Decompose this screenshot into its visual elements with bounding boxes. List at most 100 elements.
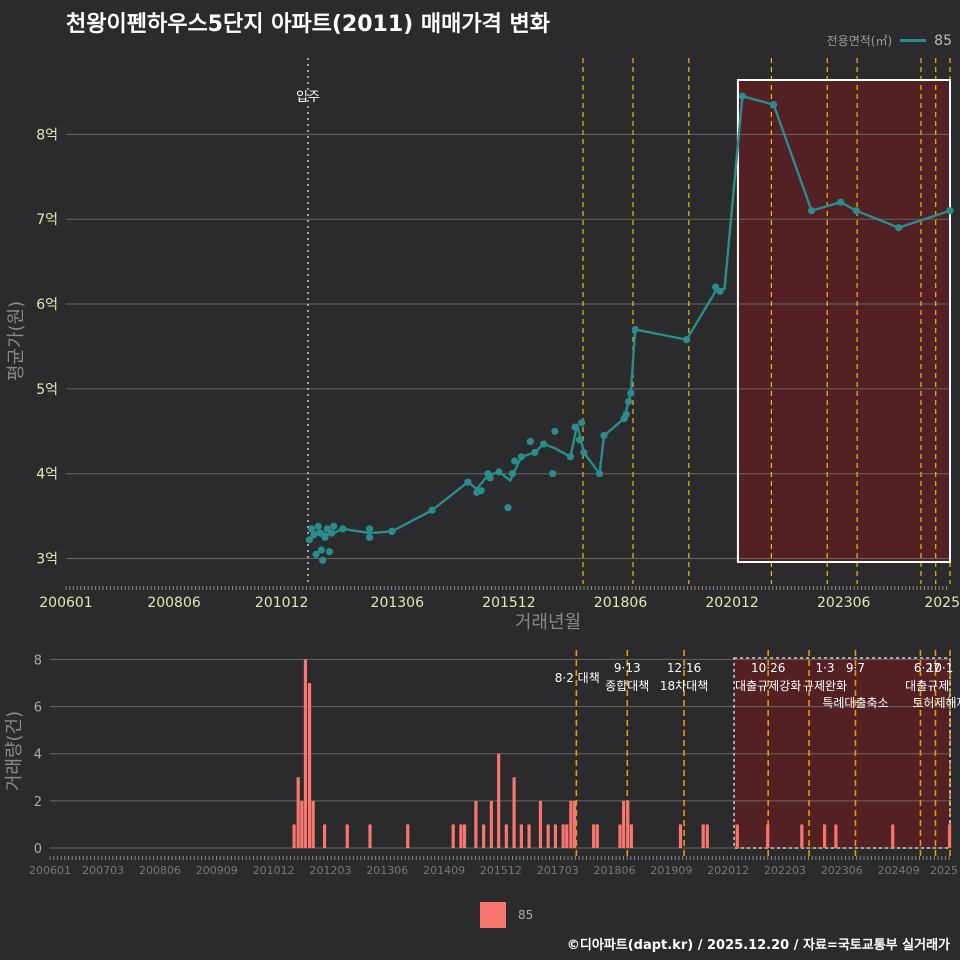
volume-bar: [735, 824, 739, 848]
price-point: [486, 474, 494, 482]
volume-bar: [834, 824, 838, 848]
y-axis-title: 평균가(원): [6, 301, 27, 381]
bar-x-tick-label: 201806: [594, 864, 636, 877]
volume-bar: [622, 800, 626, 848]
bar-x-tick-label: 201512: [480, 864, 522, 877]
price-point: [600, 431, 608, 440]
x-tick-label: 201512: [482, 595, 535, 611]
volume-bar: [459, 824, 463, 848]
volume-bar: [303, 659, 308, 848]
price-point: [328, 529, 336, 537]
volume-bar: [538, 800, 543, 848]
volume-bar: [822, 824, 827, 848]
bar-y-tick-label: 4: [34, 748, 42, 763]
price-point: [305, 536, 313, 544]
x-tick-label: 201012: [255, 595, 308, 611]
x-tick-label: 2025: [924, 595, 960, 611]
price-point: [770, 101, 778, 109]
price-point: [330, 522, 338, 530]
bar-x-tick-label: 200909: [196, 864, 238, 877]
price-point: [716, 287, 724, 295]
policy-desc-label: 토허제해제: [912, 696, 960, 710]
price-point: [495, 468, 503, 476]
policy-desc-label: 종합대책: [605, 678, 649, 693]
price-point: [627, 389, 635, 397]
price-point: [310, 531, 318, 539]
price-point: [531, 448, 539, 457]
volume-bar: [292, 824, 296, 848]
policy-desc-label: 대출규제강화: [735, 679, 801, 693]
x-tick-label: 202306: [817, 595, 871, 611]
volume-bar: [474, 800, 478, 848]
price-point: [837, 198, 845, 206]
price-point: [316, 529, 325, 537]
price-point: [549, 470, 557, 478]
x-tick-label: 202012: [705, 595, 758, 611]
price-point: [314, 522, 322, 530]
move-in-label: 입주: [296, 90, 320, 105]
volume-bar: [311, 800, 315, 848]
y-tick-label: 5억: [36, 382, 58, 398]
price-point: [325, 548, 334, 556]
price-point: [365, 525, 374, 533]
highlight-region-bottom: [734, 658, 950, 848]
volume-bar: [345, 824, 349, 848]
x-tick-label: 200601: [39, 595, 92, 611]
bar-x-tick-label: 202012: [707, 864, 749, 877]
price-point: [365, 533, 374, 541]
policy-date-label: 10·1: [927, 661, 954, 675]
bar-x-tick-label: 201203: [309, 864, 351, 877]
price-point: [624, 397, 633, 406]
y-tick-label: 8억: [36, 127, 58, 143]
price-point: [571, 423, 579, 431]
legend-series-label: 85: [934, 32, 952, 49]
price-point: [738, 92, 746, 100]
policy-date-label: 12·16: [667, 661, 701, 675]
policy-date-label: 9·13: [614, 661, 641, 675]
policy-date-label: 8·2 대책: [555, 670, 600, 685]
volume-bar: [626, 800, 630, 848]
volume-bar: [296, 777, 300, 848]
volume-bar: [705, 824, 709, 848]
volume-bar: [546, 824, 550, 848]
price-point: [807, 207, 816, 215]
price-point: [317, 546, 325, 554]
caption: ©디아파트(dapt.kr) / 2025.12.20 / 자료=국토교통부 실…: [566, 938, 950, 953]
policy-date-label: 10·26: [751, 661, 785, 675]
bar-x-tick-label: 200601: [29, 864, 71, 877]
x-tick-label: 201806: [594, 595, 648, 611]
legend-title: 전용면적(㎡): [826, 34, 893, 48]
volume-bar: [569, 800, 573, 848]
price-point: [428, 506, 436, 514]
price-point: [388, 527, 396, 536]
price-point: [526, 437, 534, 446]
x-tick-label: 201306: [371, 595, 425, 611]
legend-bottom: 85: [480, 902, 533, 928]
y-tick-label: 3억: [36, 552, 58, 568]
price-point: [622, 410, 630, 418]
bar-y-axis-title: 거래량(건): [4, 711, 25, 791]
price-point: [508, 470, 517, 478]
volume-bar: [561, 824, 565, 848]
volume-bar: [565, 824, 569, 848]
volume-bar: [300, 800, 304, 848]
legend-bar-label: 85: [518, 908, 534, 922]
policy-desc-label: 규제완화: [803, 679, 847, 693]
bar-x-tick-label: 202203: [764, 864, 806, 877]
price-point: [580, 448, 588, 457]
volume-bar: [701, 824, 705, 848]
volume-bar: [322, 824, 327, 848]
price-point: [551, 427, 559, 435]
legend-top: 전용면적(㎡) 85: [827, 32, 952, 49]
policy-desc-label: 18차대책: [660, 678, 708, 693]
highlight-border-bottom: [733, 657, 951, 849]
price-point: [339, 525, 347, 533]
bar-x-tick-label: 201909: [650, 864, 692, 877]
price-point: [712, 283, 720, 291]
price-point: [575, 436, 584, 444]
price-point: [540, 440, 548, 448]
price-point: [682, 336, 691, 344]
volume-bar: [451, 824, 455, 848]
legend-line-swatch: [900, 39, 927, 42]
bar-y-tick-label: 2: [34, 795, 42, 810]
